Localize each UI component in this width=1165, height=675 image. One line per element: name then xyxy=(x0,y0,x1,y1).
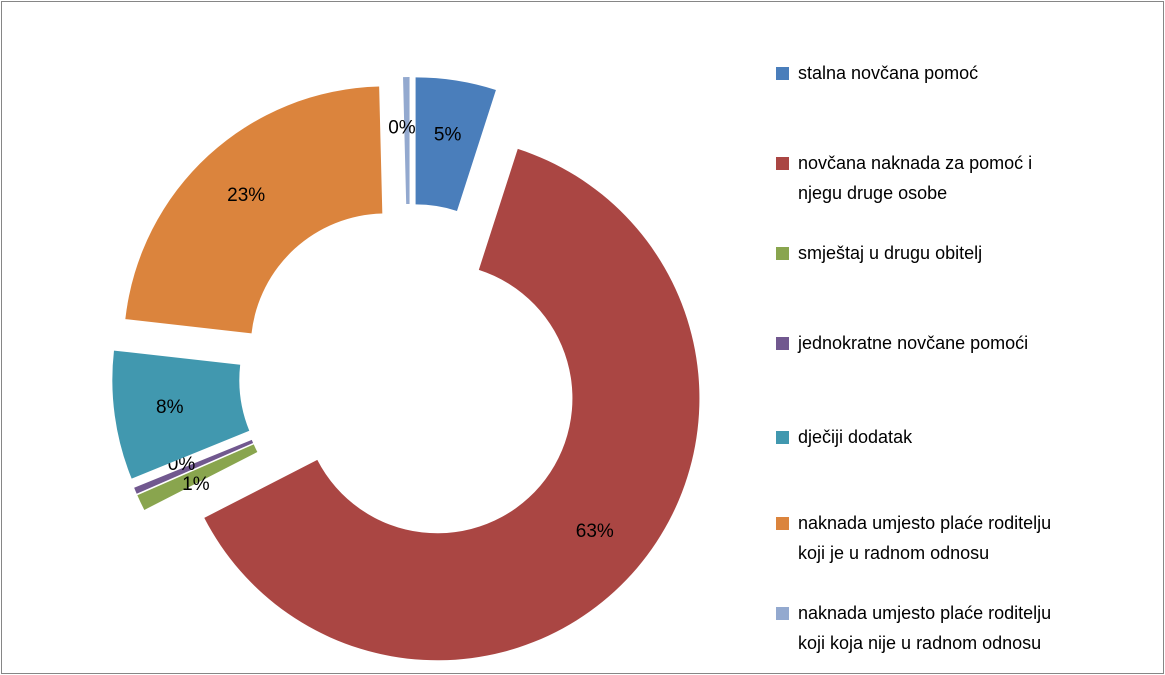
legend-swatch xyxy=(776,247,789,260)
legend-label: dječiji dodatak xyxy=(798,427,913,447)
data-label: 23% xyxy=(227,185,265,206)
legend-item: stalna novčana pomoć xyxy=(776,58,1060,88)
legend-label: novčana naknada za pomoć i njegu druge o… xyxy=(798,153,1033,203)
legend-item: jednokratne novčane pomoći xyxy=(776,328,1060,358)
donut-slice xyxy=(415,77,496,211)
legend-item: novčana naknada za pomoć i njegu druge o… xyxy=(776,148,1060,208)
legend-swatch xyxy=(776,431,789,444)
legend-item: naknada umjesto plaće roditelju koji koj… xyxy=(776,598,1060,658)
donut-slice xyxy=(137,444,258,510)
legend-item: smještaj u drugu obitelj xyxy=(776,238,1060,268)
data-label: 5% xyxy=(434,124,462,145)
legend-swatch xyxy=(776,607,789,620)
legend-label: stalna novčana pomoć xyxy=(798,63,979,83)
legend-label: naknada umjesto plaće roditelju koji je … xyxy=(798,513,1052,563)
donut-slice xyxy=(134,439,254,494)
legend-label: jednokratne novčane pomoći xyxy=(798,333,1029,353)
legend-label: smještaj u drugu obitelj xyxy=(798,243,983,263)
donut-slice xyxy=(403,77,410,205)
data-label: 63% xyxy=(576,521,614,542)
legend-item: dječiji dodatak xyxy=(776,422,1060,452)
donut-slice xyxy=(204,148,700,661)
legend-swatch xyxy=(776,517,789,530)
legend-swatch xyxy=(776,337,789,350)
donut-slice xyxy=(125,86,383,334)
donut-slice xyxy=(112,350,250,479)
legend-swatch xyxy=(776,67,789,80)
legend-swatch xyxy=(776,157,789,170)
data-label: 1% xyxy=(182,474,210,495)
data-label: 0% xyxy=(388,118,416,139)
legend-label: naknada umjesto plaće roditelju koji koj… xyxy=(798,603,1052,653)
legend-item: naknada umjesto plaće roditelju koji je … xyxy=(776,508,1060,568)
data-label: 8% xyxy=(156,397,184,418)
